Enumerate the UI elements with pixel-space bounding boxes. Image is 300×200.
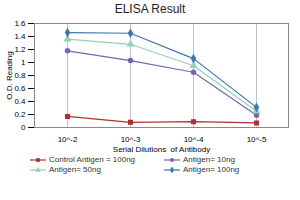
svg-text:O.D. Reading: O.D. Reading bbox=[5, 51, 14, 99]
svg-text:1.6: 1.6 bbox=[14, 19, 26, 28]
svg-text:0: 0 bbox=[21, 123, 26, 132]
svg-text:Serial Dilutions of Antibody: Serial Dilutions of Antibody bbox=[113, 145, 210, 154]
svg-text:0.6: 0.6 bbox=[14, 84, 26, 93]
html-text:ELISA Result: ELISA Result bbox=[114, 2, 186, 16]
html-text:Antigen= 50ng: Antigen= 50ng bbox=[49, 165, 101, 174]
svg-text:0.4: 0.4 bbox=[14, 97, 26, 106]
svg-text:10^-2: 10^-2 bbox=[58, 135, 78, 144]
svg-text:10^-3: 10^-3 bbox=[121, 135, 141, 144]
html-text:Antigen= 100ng: Antigen= 100ng bbox=[183, 165, 240, 174]
svg-text:1: 1 bbox=[21, 58, 26, 67]
svg-text:1.2: 1.2 bbox=[14, 45, 26, 54]
svg-text:10^-5: 10^-5 bbox=[247, 135, 267, 144]
svg-text:0.8: 0.8 bbox=[14, 71, 26, 80]
html-text:Antigen= 10ng: Antigen= 10ng bbox=[183, 155, 235, 164]
svg-text:0.2: 0.2 bbox=[14, 110, 26, 119]
html-text:Control Antigen = 100ng: Control Antigen = 100ng bbox=[49, 155, 136, 164]
svg-text:1.4: 1.4 bbox=[14, 32, 26, 41]
svg-text:10^-4: 10^-4 bbox=[184, 135, 204, 144]
